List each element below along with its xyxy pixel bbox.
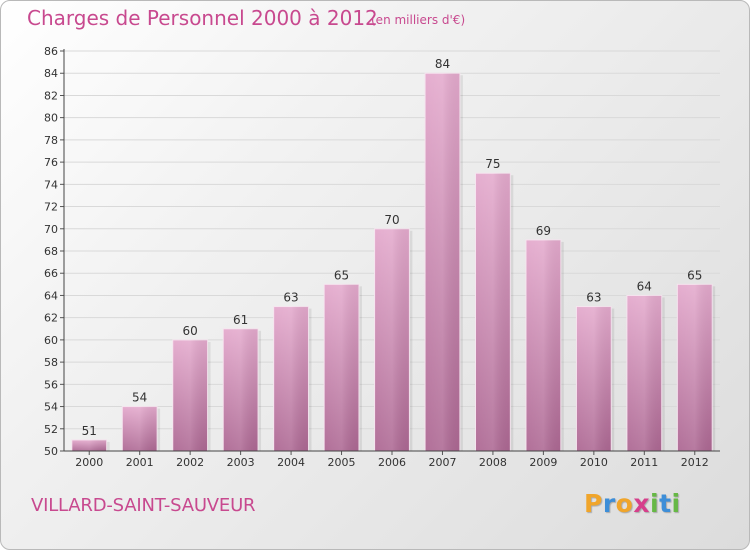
bar-value-label: 60 — [183, 324, 198, 338]
axes: 50 52 54 56 58 60 62 64 66 68 70 72 74 76 78 80 82 84 86 20… — [44, 45, 720, 469]
chart-subtitle: (en milliers d'€) — [371, 13, 466, 27]
y-tick-label: 76 — [44, 156, 58, 169]
x-tick-label: 2000 — [75, 456, 103, 469]
x-tick-label: 2009 — [529, 456, 557, 469]
logo-letter: x — [633, 489, 650, 518]
logo-letter: t — [659, 489, 672, 518]
bar-shine — [576, 306, 612, 451]
y-tick-label: 80 — [44, 112, 58, 125]
y-tick-label: 82 — [44, 89, 58, 102]
y-tick-label: 68 — [44, 245, 58, 258]
proxiti-logo: Proxiti — [584, 489, 681, 518]
x-tick-label: 2001 — [126, 456, 154, 469]
bar-value-label: 75 — [485, 157, 500, 171]
x-tick-label: 2003 — [227, 456, 255, 469]
bar-shine — [425, 73, 460, 451]
x-tick-label: 2004 — [277, 456, 305, 469]
logo-letter: i — [671, 489, 681, 518]
bar-shine — [71, 439, 107, 451]
bar-value-label: 65 — [687, 268, 702, 282]
y-tick-label: 66 — [44, 267, 58, 280]
y-tick-label: 74 — [44, 178, 58, 191]
bar-shine — [525, 239, 561, 451]
x-tick-label: 2008 — [479, 456, 507, 469]
bar-value-label: 64 — [637, 279, 652, 293]
y-tick-label: 52 — [44, 423, 58, 436]
bar-value-label: 63 — [586, 291, 601, 305]
bar-value-label: 65 — [334, 268, 349, 282]
x-tick-label: 2005 — [328, 456, 356, 469]
y-tick-label: 70 — [44, 223, 58, 236]
x-tick-label: 2012 — [681, 456, 709, 469]
logo-letter: P — [584, 489, 603, 518]
x-tick-label: 2006 — [378, 456, 406, 469]
y-tick-label: 78 — [44, 134, 58, 147]
bar-shine — [172, 339, 208, 451]
chart-title: Charges de Personnel 2000 à 2012 — [27, 6, 378, 30]
bar-shine — [324, 284, 359, 451]
x-tick-label: 2010 — [580, 456, 608, 469]
bar-value-label: 61 — [233, 313, 248, 327]
bar-value-label: 54 — [132, 391, 147, 405]
city-name: VILLARD-SAINT-SAUVEUR — [31, 495, 256, 516]
bar-shine — [223, 328, 259, 451]
y-tick-label: 58 — [44, 356, 58, 369]
bar-value-label: 51 — [82, 424, 97, 438]
y-tick-label: 62 — [44, 312, 58, 325]
bars: 51 54 60 61 63 65 70 84 75 69 63 64 65 — [71, 57, 716, 452]
bar-shine — [626, 295, 662, 451]
x-tick-label: 2011 — [630, 456, 658, 469]
x-tick-label: 2002 — [176, 456, 204, 469]
bar-value-label: 84 — [435, 57, 450, 71]
bar-shine — [374, 228, 410, 451]
y-tick-label: 86 — [44, 45, 58, 58]
y-tick-label: 84 — [44, 67, 58, 80]
logo-letter: o — [615, 489, 634, 518]
bar-value-label: 70 — [384, 213, 399, 227]
bar-shine — [475, 173, 511, 451]
y-tick-label: 54 — [44, 401, 58, 414]
y-tick-label: 50 — [44, 445, 58, 458]
bar-shine — [677, 284, 713, 451]
bar-value-label: 69 — [536, 224, 551, 238]
y-tick-label: 72 — [44, 201, 58, 214]
bar-shine — [122, 406, 158, 451]
logo-letter: i — [650, 489, 660, 518]
y-tick-label: 64 — [44, 289, 58, 302]
logo-letter: r — [602, 489, 616, 518]
bar-shine — [273, 306, 309, 451]
bar-value-label: 63 — [283, 291, 298, 305]
y-tick-label: 60 — [44, 334, 58, 347]
x-tick-label: 2007 — [428, 456, 456, 469]
y-tick-label: 56 — [44, 378, 58, 391]
